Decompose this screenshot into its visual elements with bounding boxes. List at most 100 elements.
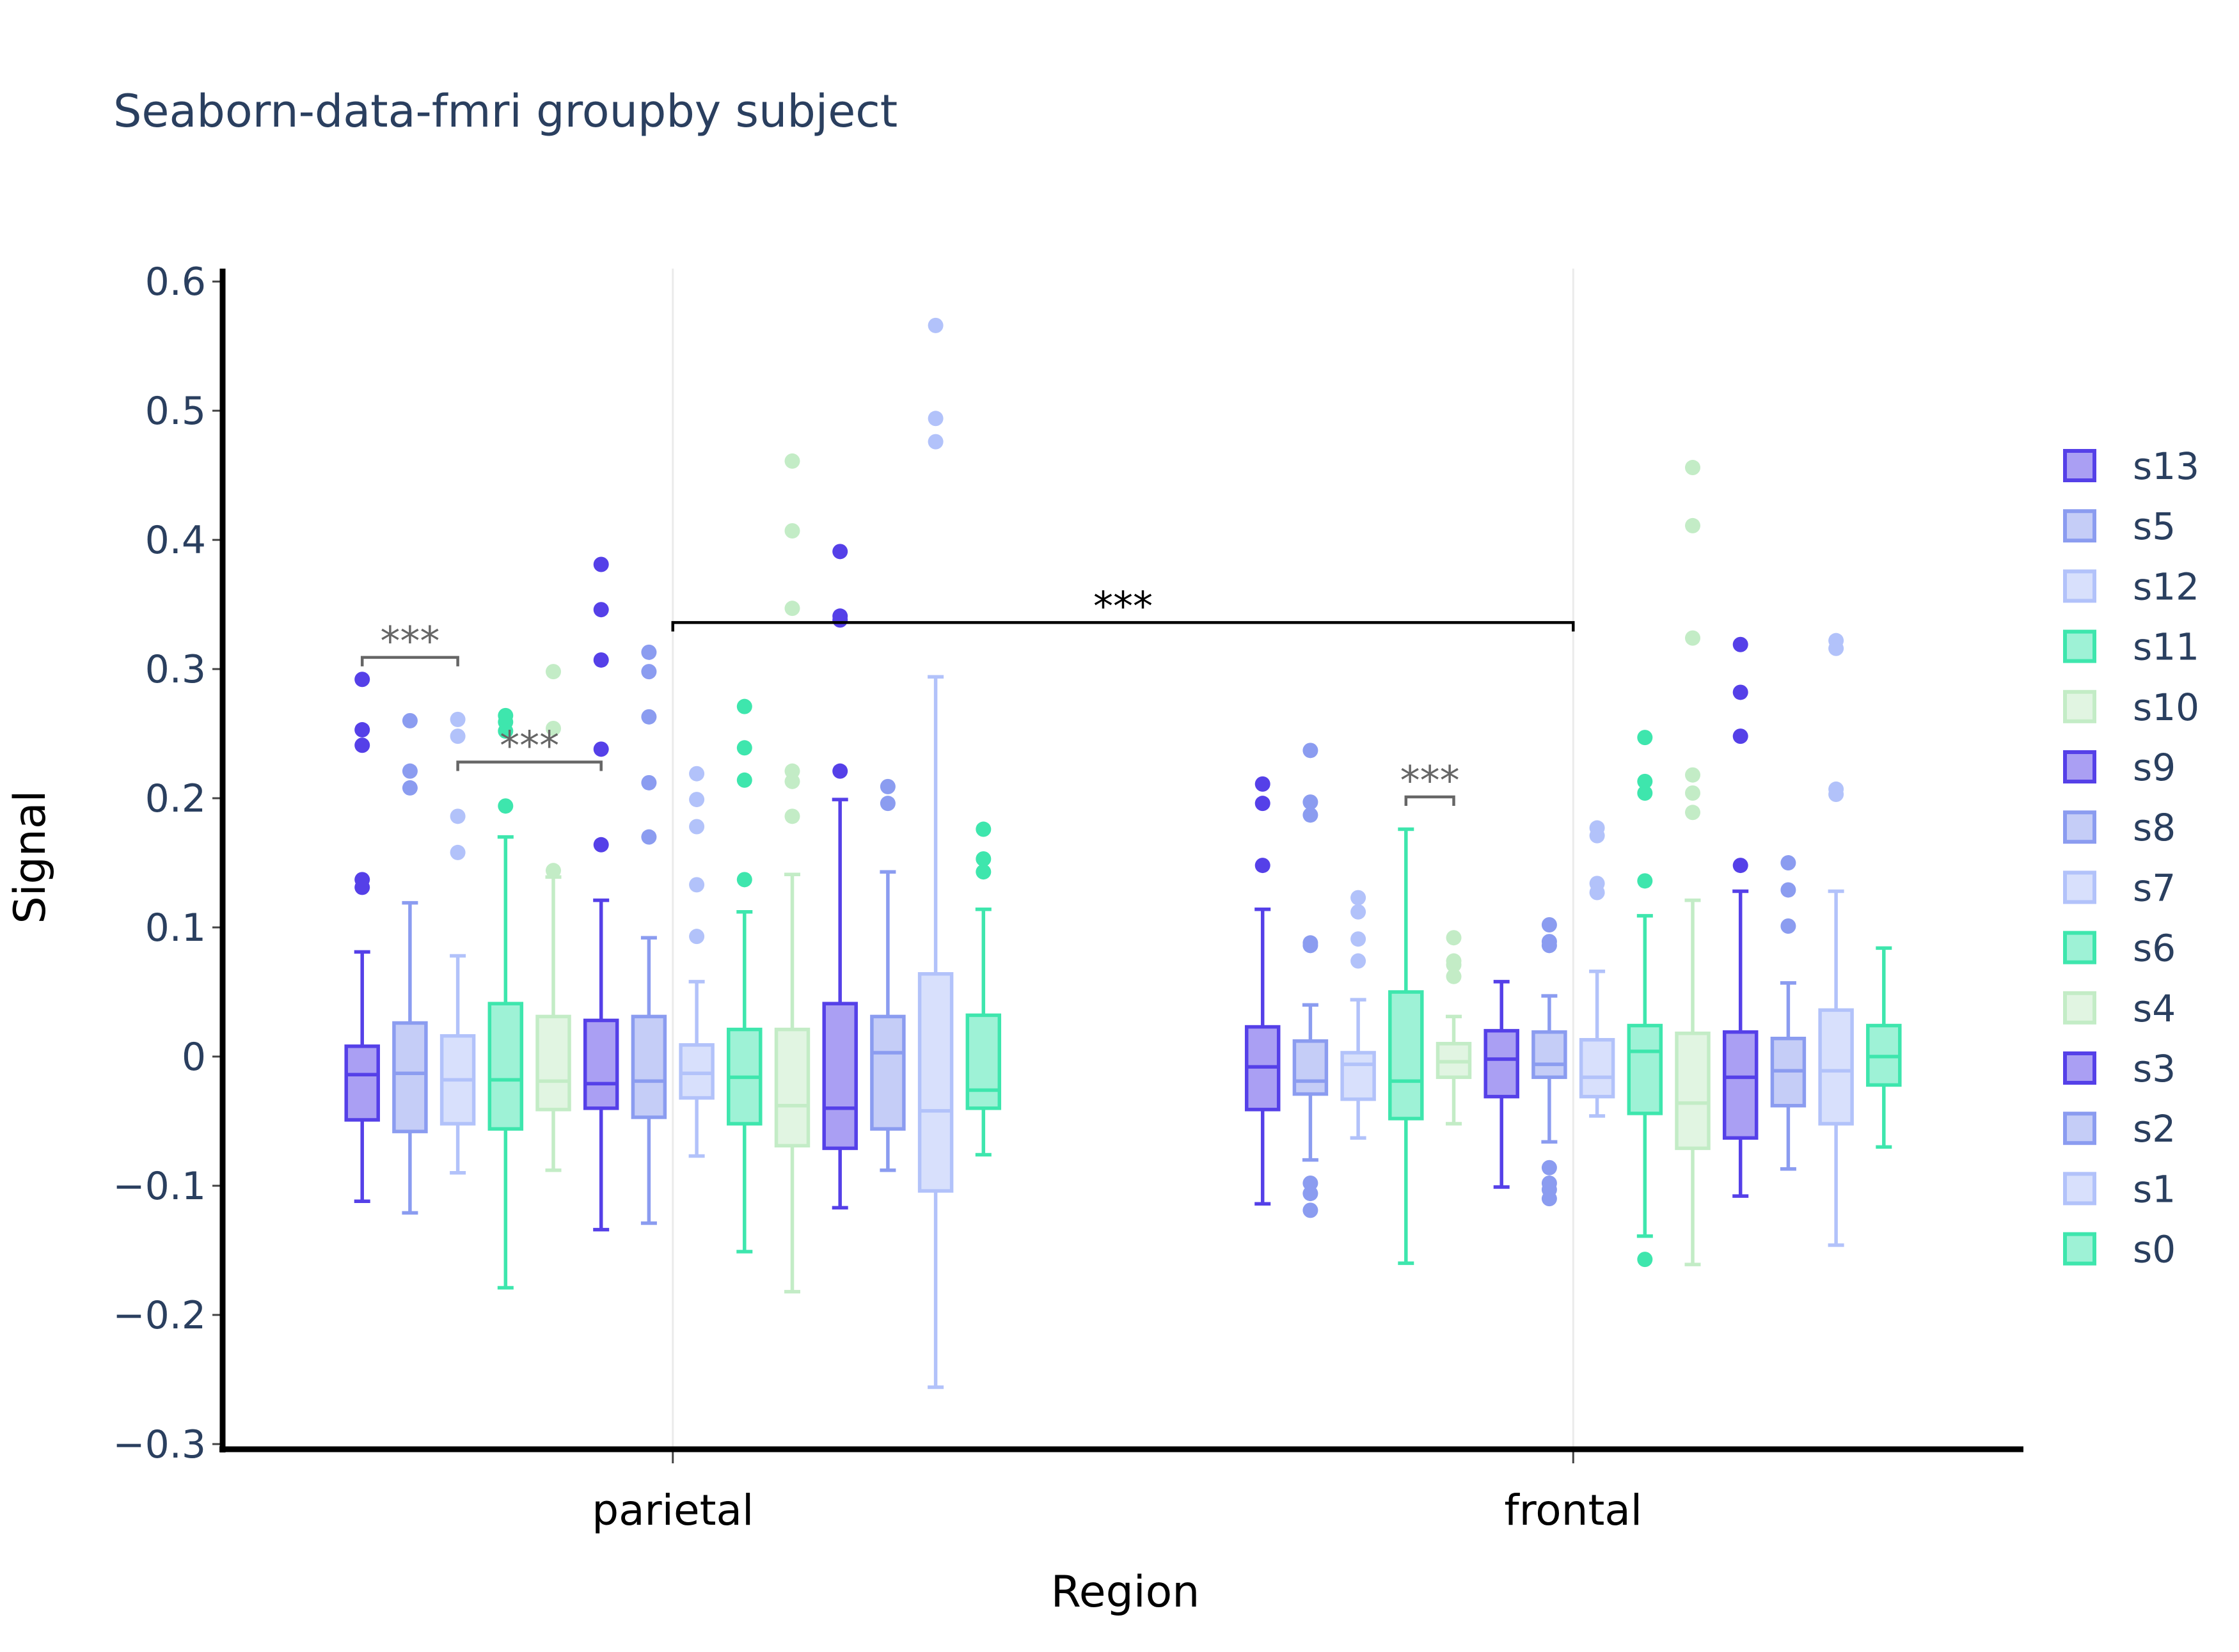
y-tick-label: −0.3 (113, 1422, 206, 1467)
significance-bracket (671, 621, 1575, 632)
legend-label: s13 (2133, 444, 2199, 488)
outlier (641, 644, 657, 660)
legend-label: s6 (2133, 927, 2176, 970)
outlier (1685, 805, 1700, 821)
legend-swatch (2063, 1232, 2096, 1266)
outlier (1589, 885, 1605, 901)
outlier (1541, 938, 1557, 954)
y-tick-label: 0.5 (145, 389, 206, 434)
outlier (689, 792, 705, 808)
box (1579, 1038, 1615, 1099)
y-axis-title: Signal (5, 791, 56, 924)
outlier (450, 711, 466, 727)
outlier (498, 798, 514, 814)
outlier (1541, 1191, 1557, 1207)
outlier (1637, 1252, 1653, 1268)
y-tick-label: 0.6 (145, 260, 206, 304)
outlier (784, 453, 800, 469)
legend-label: s8 (2133, 806, 2176, 849)
box (1292, 1039, 1329, 1096)
box-group (1770, 855, 1807, 1171)
outlier (928, 411, 944, 427)
outlier (1302, 794, 1318, 810)
outlier (402, 763, 418, 779)
outlier (880, 778, 896, 794)
outlier (1446, 957, 1462, 973)
outlier (736, 740, 752, 756)
outlier (593, 652, 609, 668)
box-group (1244, 776, 1281, 1206)
box-group (1579, 820, 1615, 1118)
legend-swatch (2063, 1112, 2096, 1145)
outlier (593, 837, 609, 853)
box-group (1292, 743, 1329, 1218)
outlier (928, 317, 944, 333)
box (822, 1002, 858, 1151)
box-group (1388, 827, 1424, 1265)
outlier (641, 829, 657, 845)
legend-swatch (2063, 1172, 2096, 1206)
box-group (1340, 890, 1376, 1140)
box-group (870, 778, 906, 1172)
outlier (1254, 796, 1270, 812)
outlier (1254, 776, 1270, 792)
outlier (832, 763, 848, 779)
box-group (1483, 980, 1519, 1189)
box (1627, 1023, 1663, 1115)
legend-label: s4 (2133, 987, 2176, 1030)
outlier (450, 808, 466, 824)
outlier (1541, 1160, 1557, 1176)
legend-swatch (2063, 931, 2096, 964)
outlier (546, 721, 561, 737)
legend-swatch (2063, 689, 2096, 723)
box-group (392, 712, 428, 1215)
x-tick-label: parietal (592, 1486, 754, 1535)
box (631, 1014, 667, 1119)
outlier (354, 672, 370, 688)
legend-swatch (2063, 870, 2096, 904)
outlier (1637, 730, 1653, 746)
box (870, 1014, 906, 1131)
box (583, 1018, 619, 1110)
y-tick-label: 0.4 (145, 518, 206, 563)
legend-label: s12 (2133, 565, 2199, 608)
significance-bracket (456, 760, 603, 771)
box-group (487, 707, 524, 1290)
box-group (535, 664, 571, 1172)
x-tick-label: frontal (1504, 1486, 1642, 1535)
outlier (1685, 785, 1700, 801)
outlier (1780, 918, 1796, 934)
outlier (354, 737, 370, 753)
box (1388, 990, 1424, 1121)
significance-label: *** (1093, 583, 1153, 629)
outlier (1780, 882, 1796, 898)
outlier (1254, 858, 1270, 874)
legend-label: s5 (2133, 505, 2176, 548)
outlier (928, 434, 944, 450)
y-tick-label: 0.1 (145, 906, 206, 950)
y-tick-label: −0.2 (113, 1293, 206, 1338)
box (1340, 1051, 1376, 1101)
outlier (1685, 630, 1700, 646)
outlier (736, 872, 752, 888)
outlier (593, 602, 609, 618)
outlier (1302, 1202, 1318, 1218)
outlier (1637, 773, 1653, 789)
outlier (1732, 728, 1748, 744)
box-group (1866, 946, 1902, 1149)
x-axis-title: Region (1051, 1567, 1200, 1617)
outlier (1732, 636, 1748, 652)
box-group (1436, 930, 1472, 1126)
outlier (832, 544, 848, 560)
legend-label: s11 (2133, 625, 2199, 669)
outlier (450, 844, 466, 860)
legend-swatch (2063, 449, 2096, 482)
outlier (976, 821, 992, 837)
box (1722, 1030, 1759, 1140)
outlier (641, 664, 657, 680)
box (1818, 1008, 1854, 1126)
box-group (439, 711, 476, 1175)
outlier (784, 808, 800, 824)
